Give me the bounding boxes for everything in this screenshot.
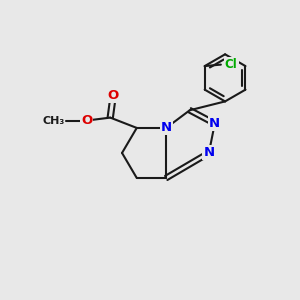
Text: N: N [160, 122, 172, 134]
Text: CH₃: CH₃ [42, 116, 64, 126]
Text: N: N [203, 146, 214, 159]
Text: O: O [81, 114, 92, 127]
Text: O: O [108, 89, 119, 102]
Text: N: N [209, 117, 220, 130]
Text: Cl: Cl [225, 58, 238, 71]
